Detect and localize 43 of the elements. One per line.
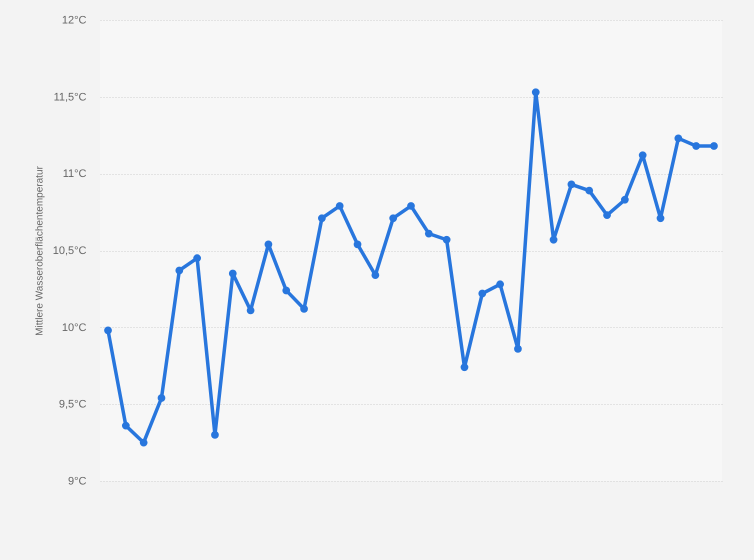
point (122, 422, 130, 430)
y-tick-label: 11,5°C (54, 91, 87, 104)
point (532, 88, 540, 96)
point (246, 306, 254, 314)
point (620, 196, 629, 204)
point (371, 271, 380, 279)
y-tick-label: 10°C (62, 322, 87, 334)
point (158, 394, 166, 402)
point (300, 305, 308, 313)
point (336, 202, 344, 210)
point (585, 186, 594, 194)
point (710, 142, 718, 150)
point (211, 431, 219, 439)
point (175, 266, 184, 274)
y-tick-label: 10,5°C (52, 245, 87, 257)
y-tick-label: 9°C (68, 476, 87, 488)
point (692, 142, 700, 150)
y-tick-label: 11°C (62, 168, 87, 180)
point (568, 180, 576, 188)
point (674, 134, 682, 142)
point (228, 270, 237, 278)
point (104, 326, 112, 334)
point (389, 214, 398, 222)
point (424, 230, 433, 238)
point (603, 211, 611, 220)
y-tick-label: 9,5°C (58, 398, 87, 411)
point (282, 286, 290, 294)
point (407, 202, 415, 210)
point (460, 363, 468, 372)
y-tick-label: 12°C (62, 14, 87, 26)
point (656, 214, 664, 222)
point (140, 438, 148, 446)
point (550, 236, 558, 244)
point (354, 240, 362, 248)
point (514, 344, 522, 353)
point (496, 280, 504, 288)
point (638, 151, 647, 160)
y-axis-title: Mittlere Wasseroberflächentemperatur (34, 165, 46, 336)
point (442, 236, 451, 244)
point (318, 214, 326, 222)
point (478, 290, 486, 298)
point (193, 254, 202, 262)
point (264, 240, 272, 248)
